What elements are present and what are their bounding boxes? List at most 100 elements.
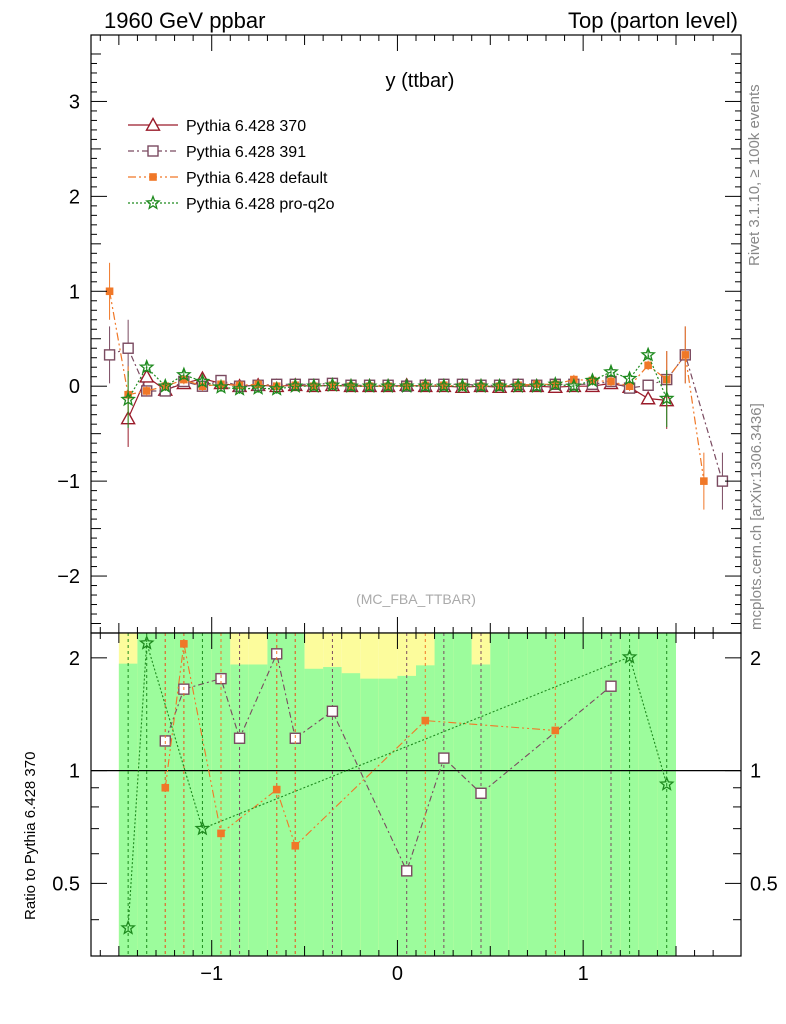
- y-tick-label: 0: [69, 376, 80, 398]
- ratio-point: [217, 829, 225, 838]
- uncertainty-band-inner: [564, 633, 584, 956]
- data-point: [306, 377, 322, 393]
- header-right: Top (parton level): [568, 8, 738, 33]
- data-point: [658, 390, 675, 406]
- data-point: [380, 377, 396, 393]
- data-point: [157, 377, 174, 393]
- legend-label: Pythia 6.428 391: [186, 144, 306, 161]
- ratio-y-tick-label-right: 0.5: [750, 873, 778, 895]
- x-tick-label: 0: [392, 963, 403, 985]
- uncertainty-band-inner: [211, 633, 231, 956]
- ratio-point: [180, 640, 188, 648]
- data-point: [213, 378, 229, 394]
- x-tick-label: 1: [578, 963, 589, 985]
- y-tick-label: −2: [57, 566, 80, 588]
- ratio-point: [551, 726, 560, 735]
- legend-label: Pythia 6.428 default: [186, 170, 328, 187]
- data-point: [120, 391, 136, 407]
- data-point: [138, 358, 155, 374]
- data-point: [640, 346, 657, 362]
- analysis-annotation: (MC_FBA_TTBAR): [356, 591, 476, 607]
- data-point: [287, 377, 304, 393]
- data-point: [324, 377, 341, 392]
- data-point: [640, 390, 656, 405]
- ratio-point: [272, 785, 281, 794]
- data-point: [454, 377, 471, 393]
- ratio-point: [658, 775, 675, 791]
- uncertainty-band-inner: [434, 633, 454, 956]
- uncertainty-band-inner: [267, 633, 286, 956]
- data-point: [607, 377, 615, 386]
- data-point: [681, 351, 690, 359]
- ratio-y-tick-label: 1: [69, 761, 80, 783]
- ratio-point: [475, 787, 487, 799]
- uncertainty-band-inner: [583, 633, 602, 956]
- mcplots-label: mcplots.cern.ch [arXiv:1306.3436]: [748, 403, 765, 630]
- uncertainty-band-inner: [657, 633, 676, 956]
- data-point: [142, 387, 151, 395]
- ratio-point: [161, 783, 170, 792]
- uncertainty-band-inner: [137, 633, 156, 956]
- uncertainty-band-inner: [378, 678, 398, 956]
- uncertainty-band-inner: [230, 664, 249, 956]
- legend-marker: [145, 194, 161, 210]
- ratio-point: [138, 634, 155, 650]
- ratio-y-tick-label: 2: [69, 648, 80, 670]
- ratio-plot: 0.5 0.5 1 1 2 2 −1 0 1: [52, 632, 778, 985]
- data-point: [642, 379, 654, 391]
- ratio-y-axis-label: Ratio to Pythia 6.428 370: [22, 751, 39, 920]
- y-tick-label: −1: [57, 471, 80, 493]
- data-point: [103, 349, 116, 361]
- ratio-point: [120, 919, 137, 935]
- series-line: [109, 347, 723, 482]
- data-point: [584, 372, 601, 388]
- data-point: [268, 380, 285, 396]
- data-point: [625, 382, 634, 391]
- ratio-y-tick-label-right: 2: [750, 648, 761, 670]
- uncertainty-band-inner: [527, 633, 546, 956]
- uncertainty-band-inner: [248, 664, 268, 956]
- uncertainty-band-inner: [546, 633, 565, 956]
- data-point: [621, 370, 638, 386]
- uncertainty-band-inner: [601, 633, 621, 956]
- data-point: [436, 377, 452, 393]
- uncertainty-band-inner: [416, 665, 435, 956]
- ratio-series-pythia-6-428-pro-q2o: [120, 633, 675, 956]
- x-tick-label: −1: [200, 963, 223, 985]
- data-point: [528, 377, 545, 393]
- data-point: [398, 377, 415, 393]
- uncertainty-band-inner: [323, 667, 342, 956]
- ratio-line: [164, 652, 612, 873]
- ratio-point: [194, 820, 211, 836]
- series-pythia-6-428-391: [103, 319, 729, 510]
- ratio-y-tick-label-right: 1: [750, 761, 761, 783]
- data-point: [473, 377, 489, 393]
- data-point: [510, 377, 526, 393]
- header-left: 1960 GeV ppbar: [104, 8, 266, 33]
- data-point: [139, 368, 155, 383]
- ratio-point: [421, 716, 430, 725]
- uncertainty-band-inner: [453, 633, 472, 956]
- uncertainty-band-inner: [156, 633, 175, 956]
- ratio-point: [233, 732, 246, 744]
- data-point: [122, 342, 134, 354]
- uncertainty-band-inner: [490, 633, 509, 956]
- main-plot-title: y (ttbar): [386, 70, 455, 92]
- y-tick-label: 2: [69, 186, 80, 208]
- data-point: [343, 377, 359, 393]
- data-point: [417, 377, 434, 393]
- ratio-point: [401, 865, 413, 877]
- uncertainty-band-inner: [174, 633, 194, 956]
- data-point: [194, 373, 211, 389]
- data-point: [491, 377, 508, 393]
- y-tick-label: 1: [69, 281, 80, 303]
- y-tick-label: 3: [69, 91, 80, 113]
- legend: Pythia 6.428 370 Pythia 6.428 391 Pythia 6…: [128, 117, 335, 213]
- ratio-point: [326, 705, 339, 717]
- uncertainty-band-inner: [508, 633, 528, 956]
- data-point: [644, 361, 652, 370]
- data-point: [547, 376, 564, 392]
- uncertainty-band-inner: [620, 633, 639, 956]
- legend-marker: [145, 117, 161, 131]
